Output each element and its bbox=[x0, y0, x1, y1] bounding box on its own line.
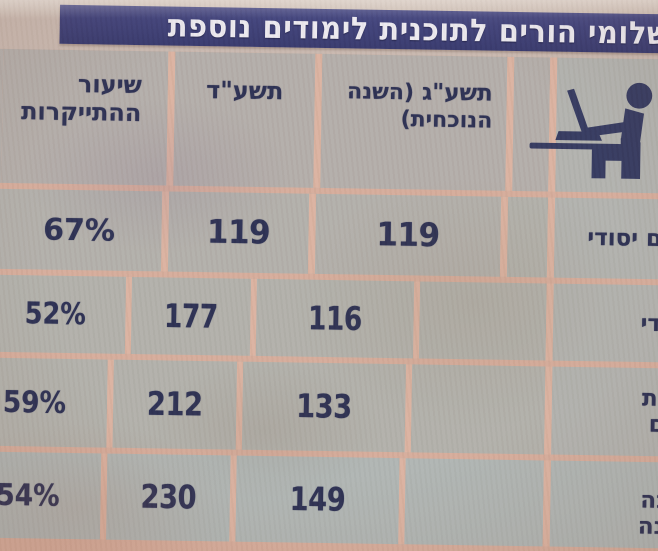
increase-value: 52% bbox=[24, 296, 87, 333]
year-5773-cell: 119 bbox=[314, 193, 502, 277]
column-header-increase: שיעור ההתייקרות bbox=[1, 48, 169, 186]
row-label-cell: יסודי bbox=[552, 283, 658, 363]
increase-value: 67% bbox=[42, 212, 116, 249]
row-values-strip: 54% 230 149 bbox=[0, 451, 406, 545]
increase-value: 59% bbox=[2, 384, 67, 421]
row-label-line: ביניים bbox=[648, 412, 658, 440]
row-label: יסודי bbox=[640, 310, 658, 337]
table-row: קדם יסודי 67% 119 119 bbox=[0, 188, 658, 280]
header-line: (השנה bbox=[346, 79, 415, 106]
year-5773-cell: 116 bbox=[255, 278, 415, 359]
year-5773-value: 116 bbox=[307, 299, 363, 338]
year-5773-cell: 133 bbox=[241, 361, 407, 453]
row-label-line: עליונה bbox=[637, 513, 658, 542]
row-label-cell: חטיבת ביניים bbox=[551, 366, 658, 457]
person-at-laptop-icon bbox=[519, 79, 658, 185]
page-title: תשלומי הורים לתוכנית לימודים נוספת bbox=[167, 6, 658, 52]
header-line: ההתייקרות bbox=[20, 97, 142, 128]
increase-cell: 59% bbox=[0, 357, 108, 448]
table-row: חטיבה עליונה 54% 230 149 bbox=[0, 451, 658, 549]
year-5774-cell: 119 bbox=[167, 191, 310, 274]
header-line: שיעור bbox=[77, 70, 143, 100]
year-5774-value: 119 bbox=[206, 213, 271, 253]
row-label-cell: חטיבה עליונה bbox=[549, 460, 658, 549]
year-5773-value: 133 bbox=[295, 387, 353, 427]
column-header-year-5774: תשע"ד bbox=[173, 51, 316, 188]
year-5774-cell: 230 bbox=[106, 453, 231, 542]
header-line: תשע"ד bbox=[205, 76, 284, 106]
row-values-strip: 67% 119 119 bbox=[0, 188, 509, 277]
year-5774-value: 230 bbox=[140, 478, 197, 517]
year-5774-value: 177 bbox=[163, 297, 219, 336]
data-table: שיעור ההתייקרות תשע"ד תשע"ג (השנה הנוכחי… bbox=[0, 48, 658, 551]
header-line: תשע"ג bbox=[421, 79, 493, 107]
year-5774-cell: 177 bbox=[130, 276, 252, 356]
row-values-strip: 52% 177 116 bbox=[0, 274, 421, 359]
table-row: יסודי 52% 177 116 bbox=[0, 274, 658, 363]
row-label-line: יסודי bbox=[640, 310, 658, 338]
row-label-line: חטיבה bbox=[640, 487, 658, 515]
row-label-line: חטיבת bbox=[641, 385, 658, 413]
header-line: הנוכחית) bbox=[400, 107, 493, 134]
year-5773-value: 119 bbox=[376, 215, 440, 255]
increase-cell: 54% bbox=[0, 451, 102, 540]
increase-value: 54% bbox=[0, 477, 60, 514]
year-5774-cell: 212 bbox=[112, 359, 238, 450]
increase-cell: 67% bbox=[0, 188, 163, 272]
title-bar: תשלומי הורים לתוכנית לימודים נוספת bbox=[59, 4, 658, 54]
row-label: קדם יסודי bbox=[587, 225, 658, 253]
increase-cell: 52% bbox=[0, 274, 127, 354]
year-5774-value: 212 bbox=[146, 385, 203, 424]
row-label: חטיבת ביניים bbox=[641, 386, 658, 440]
row-label-cell: קדם יסודי bbox=[553, 197, 658, 280]
row-label-line: קדם יסודי bbox=[587, 224, 658, 253]
column-header-year-5773: תשע"ג (השנה הנוכחית) bbox=[320, 53, 508, 191]
table-header-row: שיעור ההתייקרות תשע"ד תשע"ג (השנה הנוכחי… bbox=[0, 48, 658, 194]
table-row: חטיבת ביניים 59% 212 133 bbox=[0, 357, 658, 457]
year-5773-value: 149 bbox=[289, 480, 346, 520]
row-label: חטיבה עליונה bbox=[638, 487, 658, 541]
year-5773-cell: 149 bbox=[235, 455, 400, 545]
header-values-strip: שיעור ההתייקרות תשע"ד תשע"ג (השנה הנוכחי… bbox=[1, 48, 515, 191]
row-values-strip: 59% 212 133 bbox=[0, 357, 413, 453]
